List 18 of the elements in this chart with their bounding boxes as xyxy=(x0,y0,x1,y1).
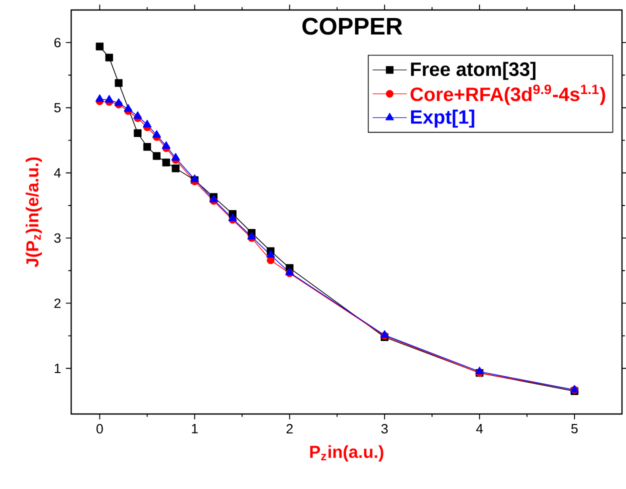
chart-title: COPPER xyxy=(302,18,402,35)
legend-label: Free atom[33] xyxy=(411,62,536,80)
y-tick-label: 4 xyxy=(54,168,61,178)
y-tick-label: 3 xyxy=(54,233,61,243)
x-tick-label: 0 xyxy=(96,424,103,434)
y-tick-label: 5 xyxy=(54,103,61,112)
legend-label: Core+RFA(3d$^{9.9}$-4s$^{1.1}$) xyxy=(410,84,606,106)
x-tick-label: 5 xyxy=(571,424,578,434)
x-axis-title: P$_{z}$in(a.u.) xyxy=(310,445,384,462)
x-tick-label: 2 xyxy=(286,424,293,434)
y-tick-label: 2 xyxy=(54,298,60,308)
x-tick-label: 1 xyxy=(192,424,198,434)
legend-label: Expt[1] xyxy=(411,110,474,128)
y-axis-title: J(P$_{z}$)in(e/a.u.) xyxy=(26,157,42,268)
x-tick-label: 3 xyxy=(381,424,388,434)
x-tick-label: 4 xyxy=(476,424,483,434)
y-tick-label: 6 xyxy=(54,38,61,48)
y-tick-label: 1 xyxy=(54,364,61,373)
